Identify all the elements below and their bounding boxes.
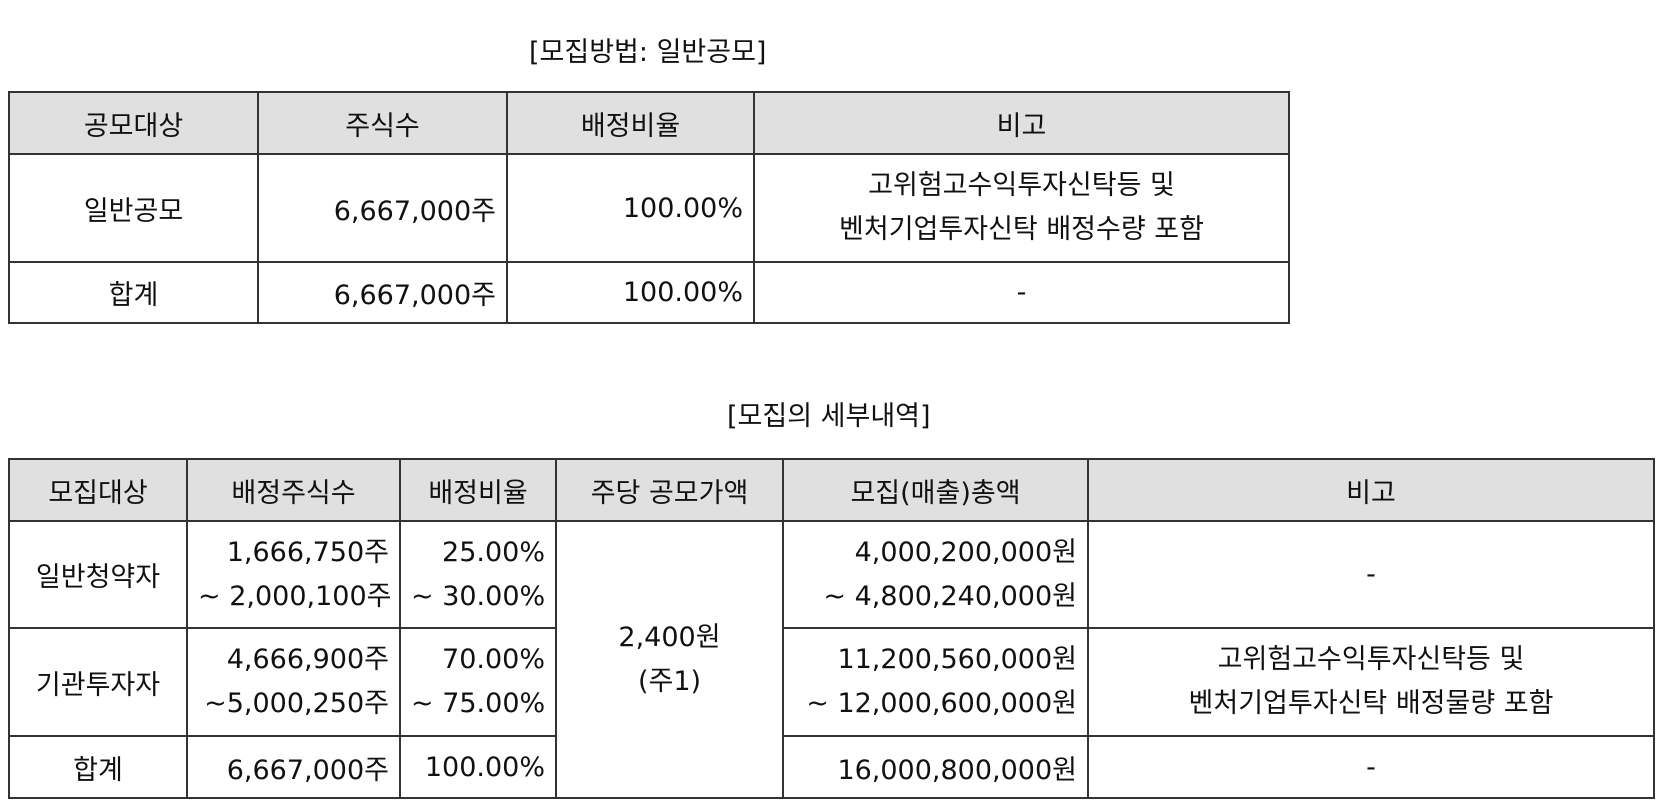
price-line: 2,400원	[618, 621, 721, 653]
header-total-amount: 모집(매출)총액	[782, 458, 1089, 522]
header-remarks: 비고	[753, 91, 1290, 155]
table-row-total: 합계 6,667,000주 100.00% -	[8, 261, 1290, 324]
remarks-line: 벤처기업투자신탁 배정수량 포함	[839, 214, 1204, 245]
offering-method-table: 공모대상 주식수 배정비율 비고 일반공모 6,667,000주 100.00%…	[8, 91, 1290, 324]
total-label-cell: 합계	[8, 261, 259, 324]
table-header-row: 공모대상 주식수 배정비율 비고	[8, 91, 1290, 155]
allocated-shares-cell: 1,666,750주 ~ 2,000,100주	[186, 520, 401, 629]
shares-line: ~5,000,250주	[204, 688, 389, 719]
recruit-target-cell: 일반청약자	[8, 520, 188, 629]
table-row-total: 합계 6,667,000주 100.00% 16,000,800,000원 -	[8, 735, 1655, 799]
price-footnote: (주1)	[637, 665, 702, 697]
header-allocation-ratio: 배정비율	[399, 458, 557, 522]
total-amount-sum-cell: 16,000,800,000원	[782, 735, 1089, 799]
shares-line: 1,666,750주	[226, 536, 389, 568]
total-amount-cell: 4,000,200,000원 ~ 4,800,240,000원	[782, 520, 1089, 629]
amount-line: ~ 12,000,600,000원	[806, 688, 1077, 719]
ratio-line: 25.00%	[442, 536, 545, 568]
remarks-line: 벤처기업투자신탁 배정물량 포함	[1188, 688, 1554, 719]
table-row: 기관투자자 4,666,900주 ~5,000,250주 70.00% ~ 75…	[8, 627, 1655, 737]
allocation-ratio-cell: 70.00% ~ 75.00%	[399, 627, 557, 737]
total-amount-cell: 11,200,560,000원 ~ 12,000,600,000원	[782, 627, 1089, 737]
allocation-ratio-cell: 100.00%	[506, 153, 755, 263]
table-row: 일반청약자 1,666,750주 ~ 2,000,100주 25.00% ~ 3…	[8, 520, 1655, 799]
header-price-per-share: 주당 공모가액	[555, 458, 784, 522]
offering-details-caption: [모집의 세부내역]	[727, 401, 931, 432]
header-offering-target: 공모대상	[8, 91, 259, 155]
price-per-share-cell: 2,400원 (주1)	[555, 520, 784, 799]
header-allocated-shares: 배정주식수	[186, 458, 401, 522]
total-label-cell: 합계	[8, 735, 188, 799]
ratio-line: ~ 30.00%	[411, 580, 546, 612]
remarks-line: 고위험고수익투자신탁등 및	[1217, 644, 1525, 675]
shares-line: ~ 2,000,100주	[198, 580, 392, 612]
remarks-cell: 고위험고수익투자신탁등 및 벤처기업투자신탁 배정수량 포함	[753, 153, 1290, 263]
header-recruit-target: 모집대상	[8, 458, 188, 522]
offering-target-cell: 일반공모	[8, 153, 259, 263]
table-row: 일반공모 6,667,000주 100.00% 고위험고수익투자신탁등 및 벤처…	[8, 153, 1290, 263]
amount-line: ~ 4,800,240,000원	[823, 580, 1077, 612]
total-share-count-cell: 6,667,000주	[257, 261, 508, 324]
total-remarks-cell: -	[1087, 735, 1655, 799]
remarks-cell: 고위험고수익투자신탁등 및 벤처기업투자신탁 배정물량 포함	[1087, 627, 1655, 737]
offering-method-caption: [모집방법: 일반공모]	[529, 37, 767, 68]
remarks-line: 고위험고수익투자신탁등 및	[868, 170, 1175, 201]
total-ratio-cell: 100.00%	[399, 735, 557, 799]
amount-line: 4,000,200,000원	[854, 536, 1077, 568]
total-allocation-ratio-cell: 100.00%	[506, 261, 755, 324]
header-share-count: 주식수	[257, 91, 508, 155]
shares-line: 4,666,900주	[226, 644, 389, 675]
header-allocation-ratio: 배정비율	[506, 91, 755, 155]
allocation-ratio-cell: 25.00% ~ 30.00%	[399, 520, 557, 629]
offering-details-table: 모집대상 배정주식수 배정비율 주당 공모가액 모집(매출)총액 비고 일반청약…	[8, 458, 1655, 799]
table-header-row: 모집대상 배정주식수 배정비율 주당 공모가액 모집(매출)총액 비고	[8, 458, 1655, 522]
allocated-shares-cell: 4,666,900주 ~5,000,250주	[186, 627, 401, 737]
amount-line: 11,200,560,000원	[837, 644, 1077, 675]
total-remarks-cell: -	[753, 261, 1290, 324]
share-count-cell: 6,667,000주	[257, 153, 508, 263]
remarks-cell: -	[1087, 520, 1655, 629]
ratio-line: 70.00%	[442, 644, 545, 675]
total-shares-cell: 6,667,000주	[186, 735, 401, 799]
header-remarks: 비고	[1087, 458, 1655, 522]
ratio-line: ~ 75.00%	[411, 688, 546, 719]
recruit-target-cell: 기관투자자	[8, 627, 188, 737]
